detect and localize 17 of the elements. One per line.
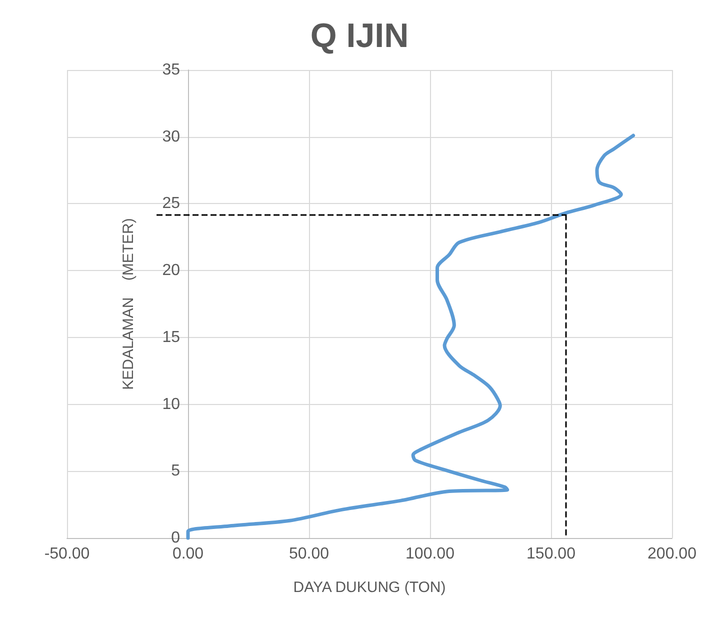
x-tick-label: 50.00 bbox=[288, 546, 330, 562]
x-tick-label: 100.00 bbox=[406, 546, 455, 562]
x-tick-label: 200.00 bbox=[648, 546, 697, 562]
y-tick-label: 25 bbox=[162, 195, 180, 212]
y-tick-label: 30 bbox=[162, 128, 180, 146]
y-tick-label: 0 bbox=[171, 530, 180, 546]
x-tick-label: -50.00 bbox=[44, 546, 90, 562]
x-tick-label: 150.00 bbox=[526, 546, 576, 562]
chart-title: Q IJIN bbox=[310, 17, 409, 55]
y-tick-label: 35 bbox=[162, 62, 180, 78]
y-tick-label: 5 bbox=[171, 462, 180, 480]
x-axis-title: DAYA DUKUNG (TON) bbox=[293, 579, 446, 596]
y-tick-label: 10 bbox=[162, 396, 180, 413]
y-tick-label: 15 bbox=[162, 328, 180, 346]
y-axis-title: KEDALAMAN (METER) bbox=[120, 218, 137, 390]
x-tick-label: 0.00 bbox=[172, 546, 204, 562]
y-tick-label: 20 bbox=[162, 262, 180, 280]
